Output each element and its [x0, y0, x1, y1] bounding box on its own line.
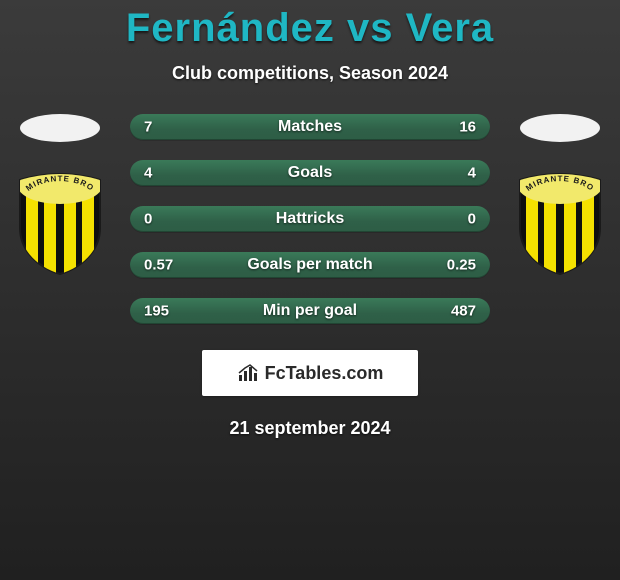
stat-label: Hattricks	[130, 210, 490, 228]
stat-label: Goals per match	[130, 256, 490, 274]
player-right-avatar: MIRANTE BRO	[510, 114, 610, 274]
avatar-head-placeholder	[520, 114, 600, 142]
footer-date: 21 september 2024	[0, 418, 620, 439]
badge-name: FcTables	[265, 363, 342, 383]
shield-icon: MIRANTE BRO	[510, 166, 610, 276]
stat-left-value: 7	[144, 119, 152, 136]
shield-icon: MIRANTE BRO	[10, 166, 110, 276]
stat-left-value: 0.57	[144, 257, 173, 274]
stat-right-value: 16	[459, 119, 476, 136]
stat-left-value: 0	[144, 211, 152, 228]
team-shield-left: MIRANTE BRO	[10, 166, 110, 276]
stat-right-value: 487	[451, 303, 476, 320]
source-badge[interactable]: FcTables.com	[202, 350, 418, 396]
stat-label: Goals	[130, 164, 490, 182]
stat-right-value: 4	[468, 165, 476, 182]
stat-row-matches: 7 Matches 16	[130, 114, 490, 140]
stat-left-value: 4	[144, 165, 152, 182]
content-area: MIRANTE BRO	[0, 114, 620, 344]
stat-label: Min per goal	[130, 302, 490, 320]
stat-left-value: 195	[144, 303, 169, 320]
bar-chart-icon	[237, 363, 259, 383]
player-left-avatar: MIRANTE BRO	[10, 114, 110, 274]
stat-row-goals: 4 Goals 4	[130, 160, 490, 186]
stat-row-min-per-goal: 195 Min per goal 487	[130, 298, 490, 324]
stat-row-hattricks: 0 Hattricks 0	[130, 206, 490, 232]
comparison-card: Fernández vs Vera Club competitions, Sea…	[0, 0, 620, 580]
team-shield-right: MIRANTE BRO	[510, 166, 610, 276]
page-title: Fernández vs Vera	[0, 0, 620, 51]
subtitle: Club competitions, Season 2024	[0, 63, 620, 84]
source-badge-text: FcTables.com	[265, 363, 384, 384]
badge-suffix: .com	[341, 363, 383, 383]
stat-right-value: 0.25	[447, 257, 476, 274]
stat-row-goals-per-match: 0.57 Goals per match 0.25	[130, 252, 490, 278]
stat-right-value: 0	[468, 211, 476, 228]
avatar-head-placeholder	[20, 114, 100, 142]
stats-table: 7 Matches 16 4 Goals 4 0 Hattricks 0 0.5…	[130, 114, 490, 344]
stat-label: Matches	[130, 118, 490, 136]
